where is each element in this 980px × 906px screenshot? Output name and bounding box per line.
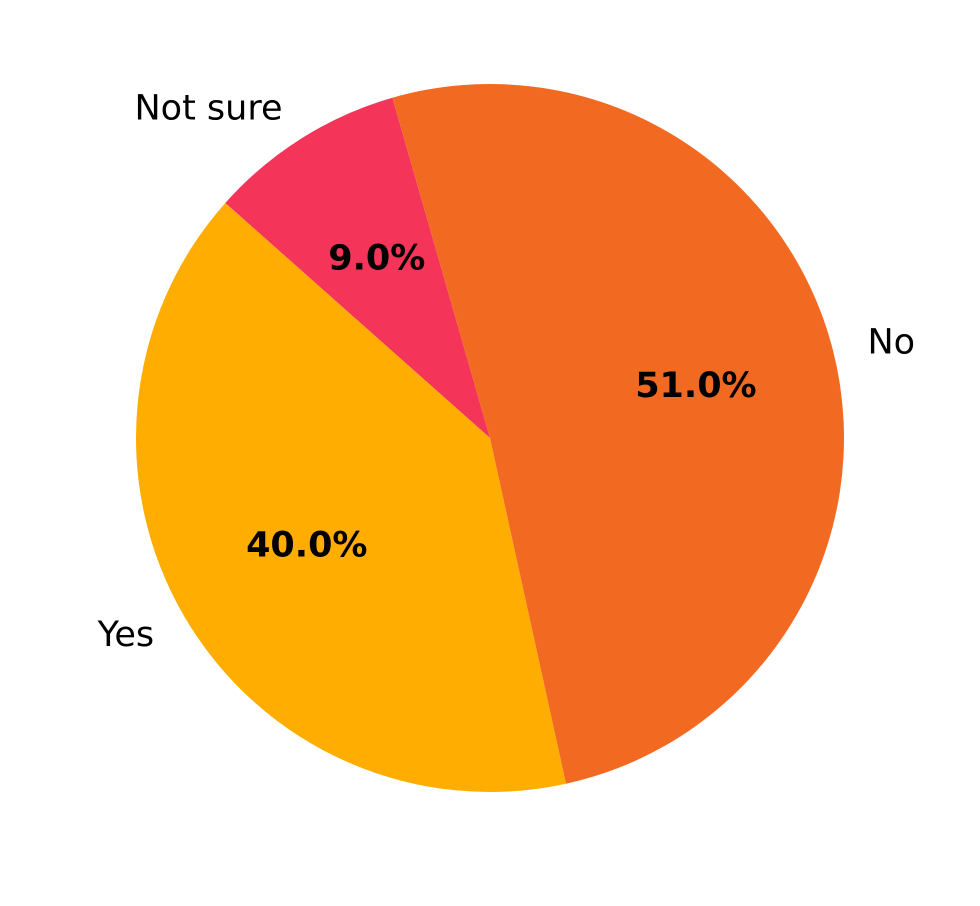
pie-slice-not-sure <box>225 97 490 439</box>
pie-slice-no <box>392 83 845 784</box>
pct-label-no: 51.0% <box>635 366 756 406</box>
category-label-not-sure: Not sure <box>134 88 282 128</box>
labels-layer: 9.0% Not sure 40.0% Yes 51.0% No <box>97 88 915 655</box>
pct-label-yes: 40.0% <box>246 525 367 565</box>
pct-label-not-sure: 9.0% <box>328 238 425 278</box>
category-label-no: No <box>868 322 916 362</box>
pie-slice-yes <box>135 202 567 793</box>
category-label-yes: Yes <box>97 615 155 655</box>
slices-layer <box>135 83 845 793</box>
